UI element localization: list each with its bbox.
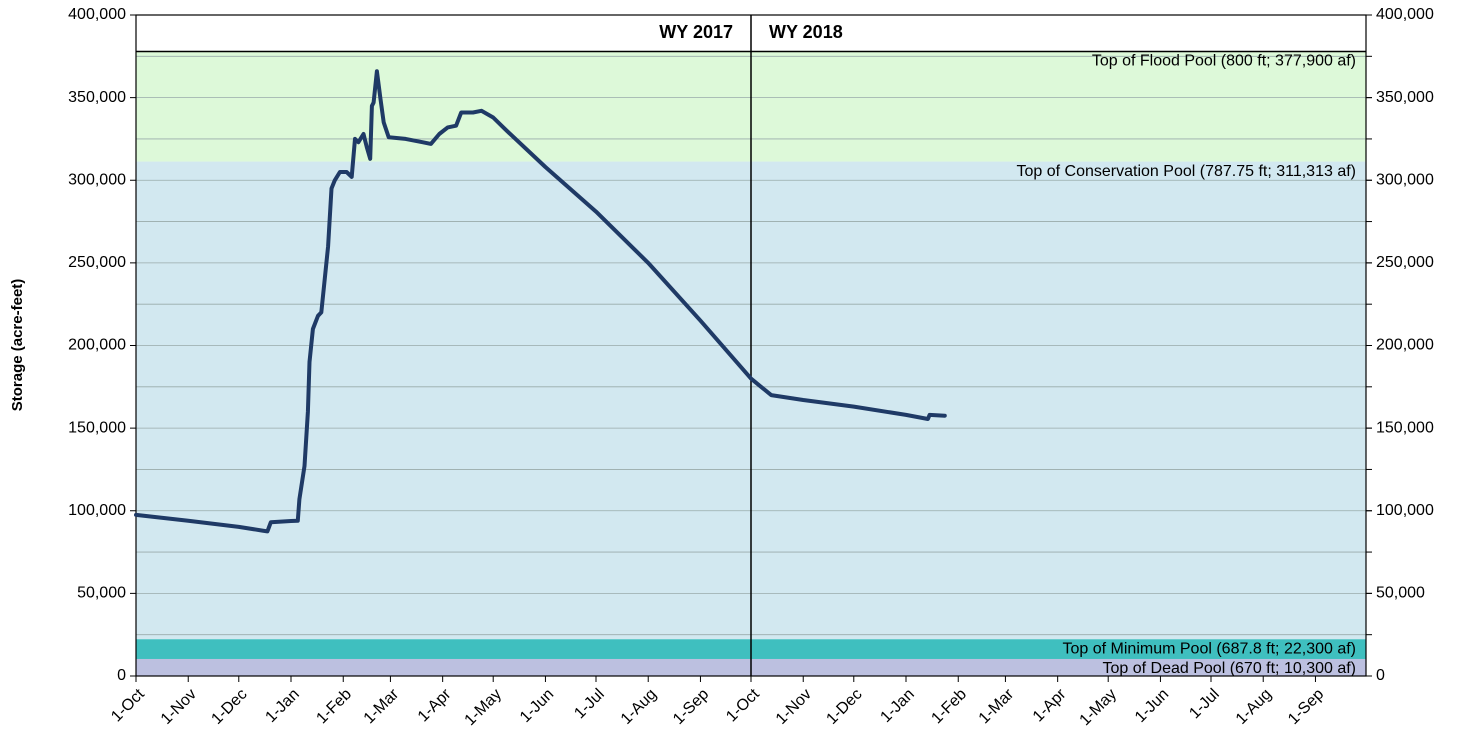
y2-tick-label: 350,000 [1376, 89, 1434, 106]
x-tick-label: 1-Feb [313, 686, 355, 728]
x-tick-label: 1-Jan [262, 686, 302, 726]
y-tick-label: 350,000 [68, 89, 126, 106]
y-tick-label: 150,000 [68, 419, 126, 436]
x-tick-label: 1-Jan [877, 686, 917, 726]
y-tick-label: 50,000 [77, 585, 126, 602]
y2-tick-label: 400,000 [1376, 6, 1434, 23]
y-tick-label: 200,000 [68, 337, 126, 354]
x-tick-label: 1-Dec [823, 686, 865, 728]
x-tick-label: 1-Jun [1132, 686, 1172, 726]
y-tick-label: 300,000 [68, 171, 126, 188]
y2-tick-label: 200,000 [1376, 337, 1434, 354]
y2-tick-label: 0 [1376, 667, 1385, 684]
x-tick-label: 1-Nov [158, 686, 200, 728]
water-year-label: WY 2018 [769, 22, 843, 42]
y-tick-label: 0 [117, 667, 126, 684]
x-tick-label: 1-Mar [976, 685, 1018, 727]
storage-line [134, 69, 947, 534]
x-tick-label: 1-Oct [723, 685, 763, 725]
x-tick-label: 1-Dec [208, 686, 250, 728]
water-year-label: WY 2017 [659, 22, 733, 42]
y2-tick-label: 50,000 [1376, 585, 1425, 602]
x-tick-label: 1-Jun [517, 686, 557, 726]
y-tick-label: 250,000 [68, 254, 126, 271]
x-tick-label: 1-Apr [1030, 685, 1070, 725]
x-tick-label: 1-Oct [108, 685, 148, 725]
y-tick-label: 400,000 [68, 6, 126, 23]
x-tick-label: 1-Nov [773, 686, 815, 728]
x-tick-label: 1-May [1077, 686, 1120, 729]
zone-label: Top of Conservation Pool (787.75 ft; 311… [1017, 163, 1356, 180]
x-tick-label: 1-Sep [670, 686, 712, 728]
y-axis-label: Storage (acre-feet) [9, 279, 26, 412]
x-tick-label: 1-Mar [361, 685, 403, 727]
y2-tick-label: 100,000 [1376, 502, 1434, 519]
x-tick-label: 1-Apr [415, 685, 455, 725]
y2-tick-label: 300,000 [1376, 171, 1434, 188]
x-tick-label: 1-Jul [1186, 686, 1223, 723]
y2-tick-label: 150,000 [1376, 419, 1434, 436]
y-tick-label: 100,000 [68, 502, 126, 519]
y2-tick-label: 250,000 [1376, 254, 1434, 271]
zone-label: Top of Minimum Pool (687.8 ft; 22,300 af… [1063, 640, 1356, 657]
x-tick-label: 1-Aug [618, 686, 660, 728]
x-tick-label: 1-Sep [1285, 686, 1327, 728]
zone-label: Top of Flood Pool (800 ft; 377,900 af) [1092, 53, 1356, 70]
x-tick-label: 1-May [462, 686, 505, 729]
x-tick-label: 1-Jul [571, 686, 608, 723]
x-tick-label: 1-Aug [1233, 686, 1275, 728]
x-tick-label: 1-Feb [928, 686, 970, 728]
zone-label: Top of Dead Pool (670 ft; 10,300 af) [1103, 660, 1357, 677]
